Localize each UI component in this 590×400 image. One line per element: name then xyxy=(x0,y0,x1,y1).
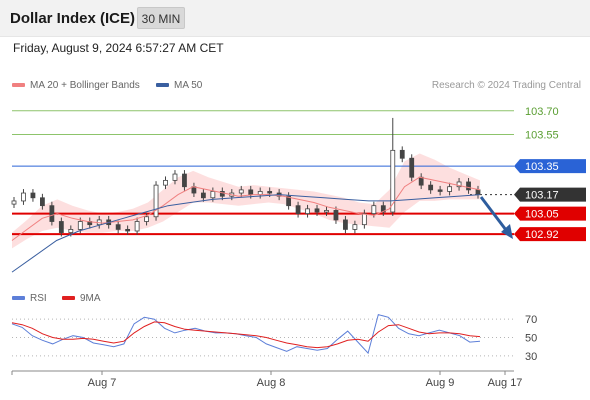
support-2-tag xyxy=(514,227,586,242)
candle-body xyxy=(144,216,149,222)
candle-body xyxy=(447,186,452,192)
candle-body xyxy=(115,224,121,230)
candle-body xyxy=(125,229,131,232)
candle-body xyxy=(134,221,140,232)
legend-ma50: MA 50 xyxy=(156,80,202,91)
candle-body xyxy=(428,184,434,191)
candle-body xyxy=(456,181,462,188)
candle-body xyxy=(390,149,396,213)
rsi-ma-label: 9MA xyxy=(80,293,101,304)
candle-body xyxy=(466,181,471,191)
candle-body xyxy=(371,205,377,214)
candle-body xyxy=(58,221,64,233)
candle-body xyxy=(333,210,339,221)
candle-body xyxy=(267,191,273,194)
candle-body xyxy=(248,189,254,196)
candle-body xyxy=(475,189,481,196)
candle-body xyxy=(11,200,17,205)
candle-body xyxy=(68,229,74,233)
candle-body xyxy=(153,184,159,218)
candle-body xyxy=(437,189,443,192)
rsi-ma-swatch xyxy=(62,296,75,301)
candle-body xyxy=(49,205,55,222)
rsi-tick-30: 30 xyxy=(525,351,537,363)
rsi-swatch xyxy=(12,296,25,301)
candle-body xyxy=(305,208,310,214)
candle-body xyxy=(314,208,320,213)
rsi-series-rsi xyxy=(11,313,481,355)
legend-ma20: MA 20 + Bollinger Bands xyxy=(12,80,140,91)
candle-body xyxy=(172,173,178,181)
support-2-label: 102.92 xyxy=(525,229,559,241)
x-tick-label: Aug 17 xyxy=(488,377,523,389)
rsi-tick-70: 70 xyxy=(525,314,537,326)
rsi-series-ma xyxy=(11,321,481,349)
resistance-1-label: 103.55 xyxy=(525,130,559,142)
pivot-label: 103.35 xyxy=(525,161,559,173)
candle-body xyxy=(409,157,415,178)
timeframe-button[interactable]: 30 MIN xyxy=(137,7,185,29)
last-price-tag xyxy=(514,187,586,202)
candle-body xyxy=(238,189,244,194)
ma20-line xyxy=(11,176,481,241)
candle-body xyxy=(343,219,348,230)
candle-body xyxy=(418,176,424,186)
chart-header: Dollar Index (ICE) 30 MIN xyxy=(0,0,590,37)
last-price-label: 103.17 xyxy=(525,190,559,202)
credit: Research © 2024 Trading Central xyxy=(431,80,581,91)
rsi-label: RSI xyxy=(30,293,47,304)
ma50-label: MA 50 xyxy=(174,80,203,91)
candle-body xyxy=(40,197,45,207)
forecast-arrow-line xyxy=(479,196,508,231)
pivot-tag xyxy=(514,159,586,174)
timestamp: Friday, August 9, 2024 6:57:27 AM CET xyxy=(13,41,224,55)
candle-body xyxy=(380,205,386,213)
candle-body xyxy=(21,192,26,202)
candle-body xyxy=(200,192,206,199)
x-tick-label: Aug 9 xyxy=(426,377,455,389)
candle-body xyxy=(286,195,292,207)
candle-body xyxy=(182,173,187,188)
legend-rsi: RSI xyxy=(12,293,47,304)
candle-body xyxy=(324,210,329,213)
x-tick-label: Aug 8 xyxy=(257,377,286,389)
candle-body xyxy=(163,179,168,186)
support-1-tag xyxy=(514,206,586,221)
candle-body xyxy=(352,224,358,230)
ma50-line xyxy=(11,194,481,273)
chart-title: Dollar Index (ICE) xyxy=(10,10,136,27)
ma20-swatch xyxy=(12,83,25,88)
legend-rsi-ma: 9MA xyxy=(62,293,101,304)
candle-body xyxy=(30,192,36,199)
x-tick-label: Aug 7 xyxy=(88,377,117,389)
rsi-tick-50: 50 xyxy=(525,333,537,345)
candle-body xyxy=(210,191,216,199)
candle-body xyxy=(361,213,367,226)
candle-body xyxy=(295,205,301,214)
forecast-arrow-head xyxy=(501,224,513,239)
support-1-label: 103.05 xyxy=(525,209,559,221)
ma50-swatch xyxy=(156,83,169,88)
ma20-label: MA 20 + Bollinger Bands xyxy=(30,80,140,91)
candle-body xyxy=(77,221,83,230)
candle-body xyxy=(219,191,225,197)
resistance-2-label: 103.70 xyxy=(525,106,559,118)
candle-body xyxy=(399,149,405,159)
